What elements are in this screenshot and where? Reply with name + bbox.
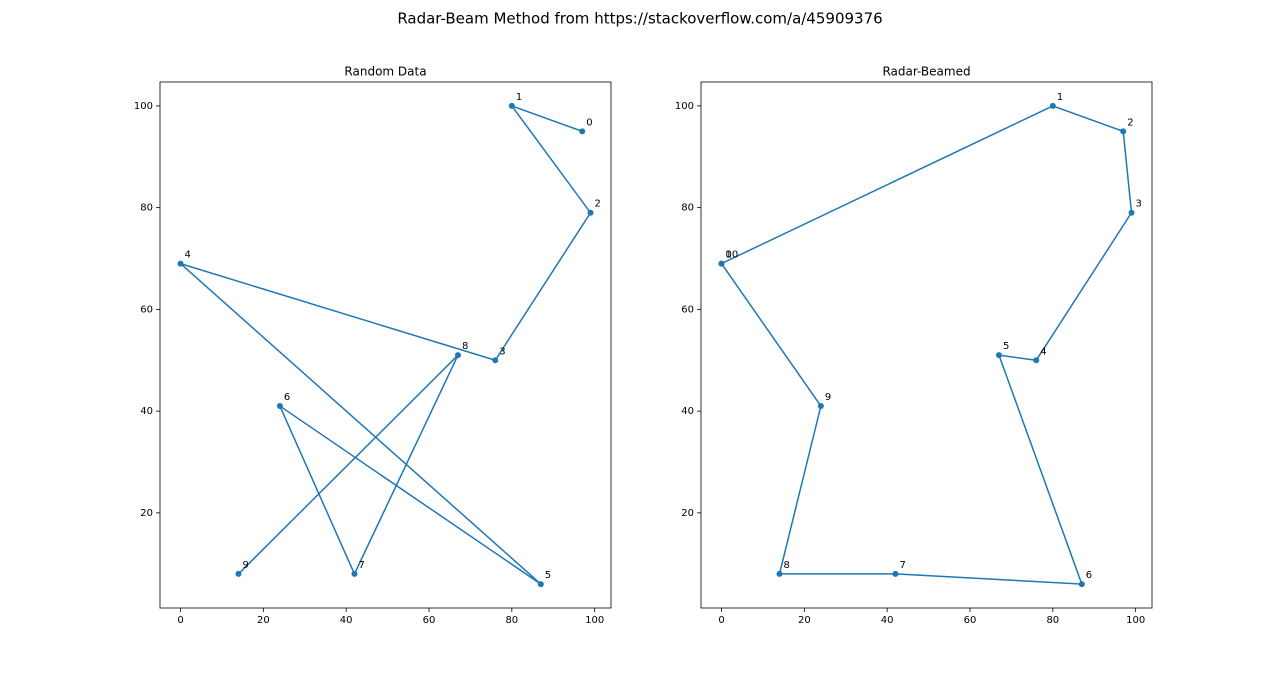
point [1128, 209, 1135, 216]
point-label: 3 [499, 346, 505, 357]
point-label: 2 [1127, 117, 1133, 128]
point-label: 6 [1086, 570, 1092, 581]
x-tick-label: 80 [505, 615, 518, 626]
point [817, 403, 824, 410]
point-label: 9 [242, 560, 248, 571]
y-tick-label: 60 [140, 304, 153, 315]
point-label: 1 [1057, 92, 1063, 103]
x-tick-label: 0 [177, 615, 183, 626]
point [1120, 128, 1127, 135]
x-tick-label: 0 [718, 615, 724, 626]
point [492, 357, 499, 364]
point-label: 10 [726, 250, 739, 261]
point [1033, 357, 1040, 364]
point [351, 570, 358, 577]
axes-frame [159, 81, 612, 609]
point-label: 7 [358, 560, 364, 571]
point [718, 260, 725, 267]
x-tick-label: 60 [964, 615, 977, 626]
point [537, 581, 544, 588]
point [892, 570, 899, 577]
point-label: 8 [462, 341, 468, 352]
point-label: 4 [185, 250, 191, 261]
axes-frame [700, 81, 1153, 609]
y-tick-label: 80 [140, 203, 153, 214]
point-label: 4 [1040, 346, 1046, 357]
x-tick-label: 20 [257, 615, 270, 626]
point [995, 352, 1002, 359]
point-label: 0 [726, 250, 732, 261]
point-label: 6 [284, 392, 290, 403]
x-tick-label: 40 [881, 615, 894, 626]
point-label: 1 [516, 92, 522, 103]
point-label: 3 [1136, 199, 1142, 210]
point-label: 9 [825, 392, 831, 403]
point-label: 5 [545, 570, 551, 581]
point [579, 128, 586, 135]
y-tick-label: 100 [675, 101, 694, 112]
x-tick-label: 40 [340, 615, 353, 626]
point [235, 570, 242, 577]
point [776, 570, 783, 577]
y-tick-label: 80 [681, 203, 694, 214]
point-label: 5 [1003, 341, 1009, 352]
point [587, 209, 594, 216]
point [454, 352, 461, 359]
y-tick-label: 60 [681, 304, 694, 315]
point [508, 102, 515, 109]
point [276, 403, 283, 410]
axes-title: Radar-Beamed [882, 65, 970, 79]
point-label: 2 [595, 199, 601, 210]
point-label: 7 [899, 560, 905, 571]
y-tick-label: 40 [681, 406, 694, 417]
point [1078, 581, 1085, 588]
x-tick-label: 100 [585, 615, 604, 626]
point-label: 0 [586, 117, 592, 128]
x-tick-label: 20 [798, 615, 811, 626]
x-tick-label: 60 [423, 615, 436, 626]
line [180, 104, 592, 585]
figure-title: Radar-Beam Method from https://stackover… [397, 10, 882, 28]
x-tick-label: 80 [1046, 615, 1059, 626]
y-tick-label: 40 [140, 406, 153, 417]
y-tick-label: 20 [681, 508, 694, 519]
axes-title: Random Data [344, 65, 426, 79]
y-tick-label: 100 [134, 101, 153, 112]
y-tick-label: 20 [140, 508, 153, 519]
x-tick-label: 100 [1126, 615, 1145, 626]
line [720, 105, 1133, 585]
point-label: 8 [783, 560, 789, 571]
point [177, 260, 184, 267]
point [1049, 102, 1056, 109]
